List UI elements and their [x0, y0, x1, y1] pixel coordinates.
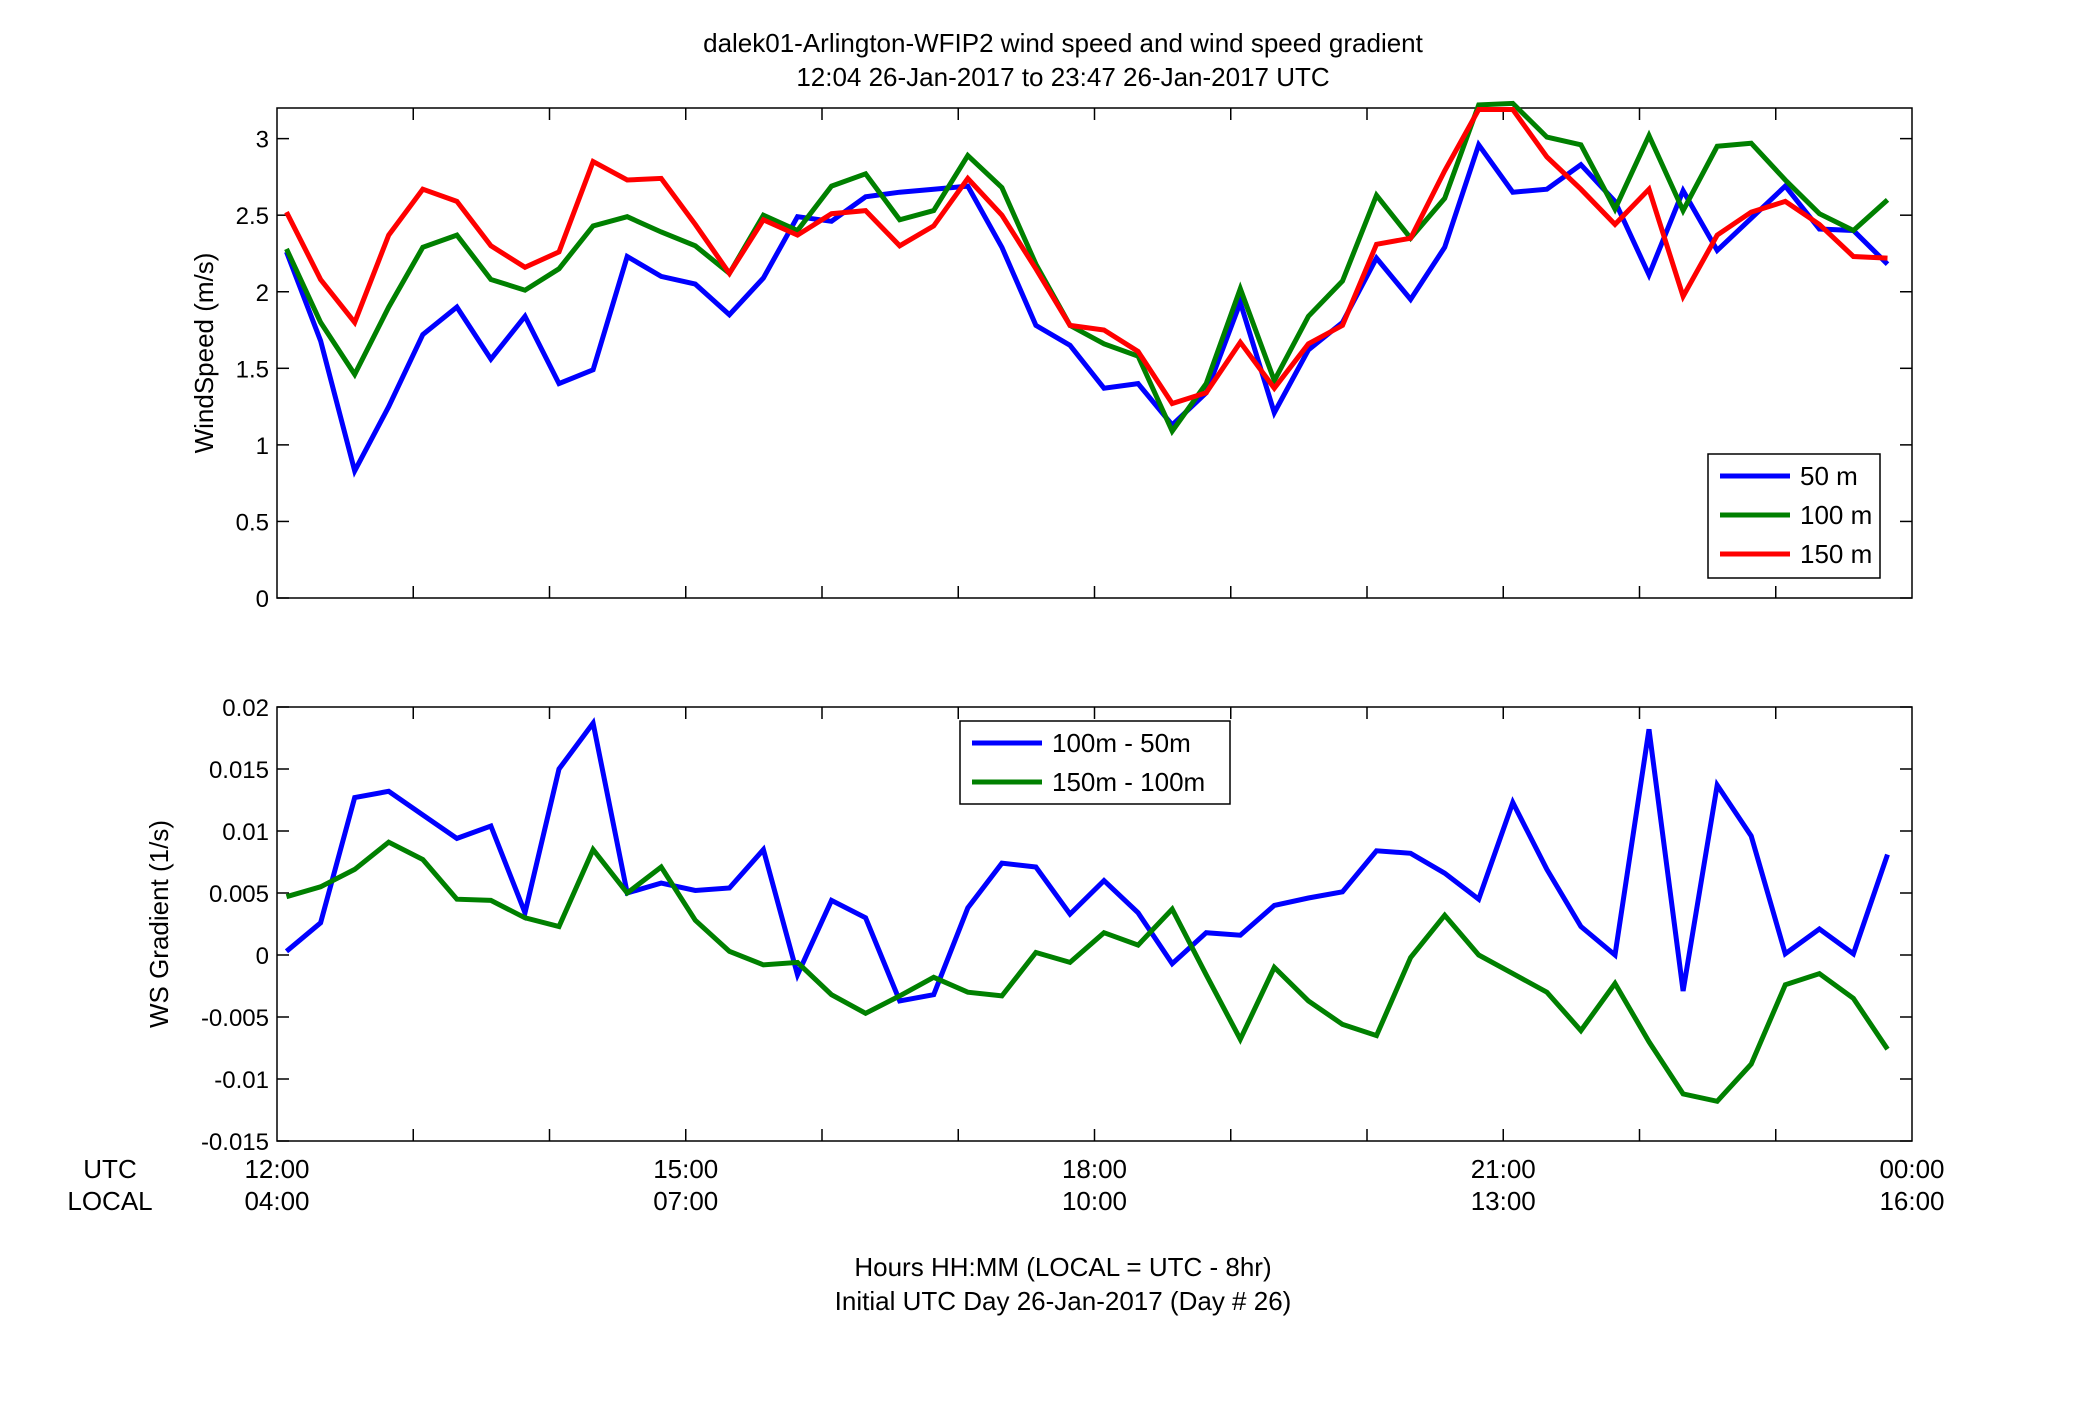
y-tick-label: 0 — [256, 943, 269, 970]
figure-title-line1: dalek01-Arlington-WFIP2 wind speed and w… — [703, 28, 1424, 58]
legend-box — [959, 720, 1231, 805]
x-tick-label-utc: 00:00 — [1879, 1154, 1944, 1184]
series-line-100-m — [284, 100, 1890, 437]
local-row-label: LOCAL — [67, 1186, 152, 1216]
y-tick-label: 0.5 — [236, 509, 269, 536]
y-tick-label: 2 — [256, 280, 269, 307]
x-tick-label-local: 04:00 — [244, 1186, 309, 1216]
y-tick-label: 1 — [256, 433, 269, 460]
y-tick-label: 0.01 — [222, 819, 269, 846]
plot-area-frame — [276, 107, 1913, 599]
ws-gradient-panel: -0.015 -0.01 -0.005 0 0.005 0.01 0.015 0.02 WS G… — [144, 695, 1913, 1156]
legend-label: 50 m — [1800, 461, 1858, 491]
y-tick-label: 3 — [256, 127, 269, 154]
y-axis-label: WS Gradient (1/s) — [144, 820, 174, 1028]
x-tick-label-utc: 15:00 — [653, 1154, 718, 1184]
series-line-50-m — [284, 139, 1890, 478]
y-tick-label: 0.015 — [209, 757, 269, 784]
x-tick-label-local: 13:00 — [1471, 1186, 1536, 1216]
series-line-150-m — [284, 107, 1888, 407]
y-tick-label: 1.5 — [236, 356, 269, 383]
x-axis-label-line2: Initial UTC Day 26-Jan-2017 (Day # 26) — [835, 1286, 1292, 1316]
y-tick-label: -0.015 — [201, 1129, 269, 1156]
x-tick-label-local: 10:00 — [1062, 1186, 1127, 1216]
legend: 50 m 100 m 150 m — [1707, 453, 1881, 579]
legend-label: 100m - 50m — [1052, 728, 1191, 758]
y-tick-label: 2.5 — [236, 203, 269, 230]
y-tick-label: -0.01 — [214, 1067, 269, 1094]
y-tick-label: 0.02 — [222, 695, 269, 722]
wind-speed-panel: 0 0.5 1 1.5 2 2.5 3 WindSpeed (m/s) 50 m 100 m 150… — [189, 100, 1913, 613]
legend: 100m - 50m 150m - 100m — [959, 720, 1231, 805]
utc-row-label: UTC — [83, 1154, 136, 1184]
y-tick-label: 0 — [256, 586, 269, 613]
x-axis-label-line1: Hours HH:MM (LOCAL = UTC - 8hr) — [854, 1252, 1271, 1282]
series-line-100m-50m — [284, 717, 1890, 1004]
y-axis-label: WindSpeed (m/s) — [189, 253, 219, 454]
x-tick-label-utc: 18:00 — [1062, 1154, 1127, 1184]
x-tick-label-utc: 12:00 — [244, 1154, 309, 1184]
series-line-150m-100m — [285, 839, 1890, 1105]
figure-title-line2: 12:04 26-Jan-2017 to 23:47 26-Jan-2017 U… — [796, 62, 1329, 92]
legend-label: 150m - 100m — [1052, 767, 1205, 797]
x-tick-label-utc: 21:00 — [1471, 1154, 1536, 1184]
legend-label: 150 m — [1800, 539, 1872, 569]
y-tick-label: -0.005 — [201, 1005, 269, 1032]
x-tick-label-local: 07:00 — [653, 1186, 718, 1216]
x-tick-label-local: 16:00 — [1879, 1186, 1944, 1216]
legend-label: 100 m — [1800, 500, 1872, 530]
y-tick-label: 0.005 — [209, 881, 269, 908]
